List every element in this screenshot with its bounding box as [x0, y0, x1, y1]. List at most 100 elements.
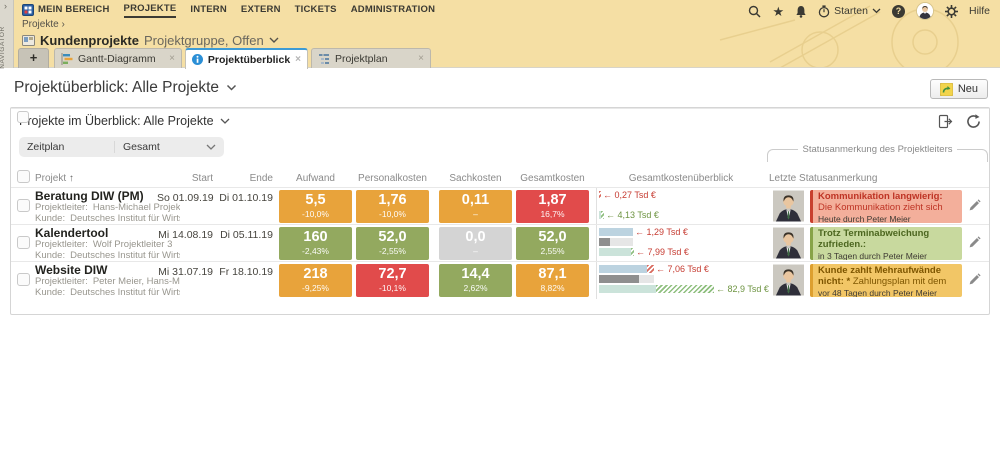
status-note-bubble[interactable]: Trotz Terminabweichung zufrieden.: Gesam… — [810, 227, 962, 260]
start-date: Mi 31.07.19 — [158, 266, 213, 278]
tab-projektplan[interactable]: Projektplan × — [311, 48, 431, 68]
page-title-row: Projektüberblick: Alle Projekte — [14, 79, 237, 97]
row-checkbox[interactable] — [17, 199, 30, 212]
panel-header[interactable]: Projekte im Überblick: Alle Projekte — [19, 114, 230, 128]
close-tab-icon[interactable]: × — [295, 54, 301, 65]
select-all-checkbox[interactable] — [17, 170, 30, 183]
status-note-meta: Heute durch Peter Meier — [818, 214, 911, 223]
gantt-chart-icon — [61, 52, 73, 65]
project-leader-line: Projektleiter: Wolf Projektleiter 3 — [35, 239, 173, 250]
tab-projektueberblick[interactable]: Projektüberblick × — [185, 48, 308, 69]
settings-gear-icon[interactable] — [944, 4, 958, 18]
status-note-title: Trotz Terminabweichung zufrieden.: — [818, 229, 930, 250]
close-tab-icon[interactable]: × — [418, 53, 424, 64]
column-header-projekt[interactable]: Projekt ↑ — [35, 173, 74, 184]
overview-line: 4,13 Tsd € — [599, 211, 659, 220]
panel-toolbar — [938, 114, 981, 129]
chevron-down-icon[interactable] — [269, 37, 279, 44]
project-leader-line: Projektleiter:Peter Meier, Hans-Mic... — [35, 276, 180, 287]
menu-item-intern[interactable]: INTERN — [190, 4, 227, 17]
filter-dropdown[interactable]: Zeitplan Gesamt — [19, 137, 224, 157]
project-cell: Kalendertool Projektleiter: Wolf Projektl… — [35, 227, 180, 261]
breadcrumb-item[interactable]: Projekte — [22, 19, 59, 30]
row-checkbox[interactable] — [17, 111, 29, 123]
table-header: Projekt ↑ Start Ende Aufwand Personalkos… — [11, 144, 989, 187]
status-note-bubble[interactable]: Kunde zahlt Mehraufwände nicht: * Zahlun… — [810, 264, 962, 297]
overview-value-label: 4,13 Tsd € — [606, 211, 659, 220]
overview-line — [599, 238, 633, 246]
chevron-down-icon[interactable] — [220, 118, 230, 125]
sort-ascending-icon: ↑ — [68, 173, 74, 184]
breadcrumb[interactable]: Projekte › — [22, 19, 65, 30]
edit-status-icon[interactable] — [968, 236, 981, 254]
quick-help-icon[interactable]: ? — [891, 4, 905, 18]
edit-status-icon[interactable] — [968, 273, 981, 291]
end-date: Di 01.10.19 — [219, 192, 273, 204]
column-header-ueberblick[interactable]: Gesamtkostenüberblick — [628, 173, 734, 184]
status-author-avatar — [773, 190, 804, 222]
metric-sachkosten: 0,0– — [439, 227, 512, 260]
project-name-link[interactable]: Kalendertool — [35, 227, 109, 240]
stopwatch-icon — [818, 4, 830, 17]
end-date: Di 05.11.19 — [220, 229, 273, 241]
overview-line: 1,29 Tsd € — [599, 228, 688, 237]
column-header-personalkosten[interactable]: Personalkosten — [358, 173, 427, 184]
column-header-letzte-statusanmerkung[interactable]: Letzte Statusanmerkung — [769, 173, 878, 184]
table-row[interactable]: Website DIW Projektleiter: Peter Meier, H… — [11, 261, 989, 299]
metric-personalkosten: 1,76 -10,0% — [356, 190, 429, 223]
project-plan-icon — [319, 53, 329, 64]
avatar-image — [773, 227, 804, 259]
menu-item-projekte[interactable]: PROJEKTE — [123, 3, 177, 18]
close-tab-icon[interactable]: × — [169, 53, 175, 64]
panel-title: Projekte im Überblick: Alle Projekte — [19, 114, 214, 128]
metric-aufwand: 5,5 -10,0% — [279, 190, 352, 223]
menu-item-tickets[interactable]: TICKETS — [295, 4, 337, 17]
tab-gantt-diagramm[interactable]: Gantt-Diagramm × — [54, 48, 182, 68]
new-tab-button[interactable]: + — [18, 48, 49, 68]
metric-gesamtkosten: 87,1 8,82% — [516, 264, 589, 297]
edit-status-icon[interactable] — [968, 199, 981, 217]
refresh-icon[interactable] — [966, 114, 981, 129]
table-row[interactable]: Beratung DIW (PM) Projektleiter: Hans-Mic… — [11, 187, 989, 225]
row-checkbox[interactable] — [17, 236, 30, 249]
row-checkbox[interactable] — [17, 273, 30, 286]
new-button-label: Neu — [957, 83, 978, 95]
menu-item-administration[interactable]: ADMINISTRATION — [351, 4, 435, 17]
context-title: Kundenprojekte — [40, 33, 139, 48]
column-header-ende[interactable]: Ende — [249, 173, 273, 184]
project-name-link[interactable]: Website DIW — [35, 264, 108, 277]
project-name-link[interactable]: Beratung DIW (PM) — [35, 190, 144, 203]
export-icon[interactable] — [938, 114, 953, 129]
search-icon[interactable] — [748, 5, 761, 18]
context-header[interactable]: Kundenprojekte Projektgruppe, Offen — [22, 33, 279, 48]
overview-value-label: 1,29 Tsd € — [635, 228, 688, 237]
menu-item-extern[interactable]: EXTERN — [241, 4, 281, 17]
start-date: Mi 14.08.19 — [158, 229, 213, 241]
column-header-start[interactable]: Start — [191, 173, 213, 184]
navigator-strip[interactable]: › NAVIGATOR — [0, 0, 14, 69]
favorites-star-icon[interactable]: ★ — [772, 3, 785, 19]
tab-label: Gantt-Diagramm — [78, 52, 156, 65]
chevron-down-icon[interactable] — [226, 84, 237, 92]
new-button[interactable]: Neu — [929, 79, 988, 99]
user-avatar[interactable] — [915, 2, 934, 20]
bubble-tail — [810, 236, 813, 246]
table-row[interactable]: Kalendertool Projektleiter: Wolf Projektl… — [11, 224, 989, 262]
tab-label: Projektplan — [335, 52, 388, 65]
menu-item-mein-bereich[interactable]: MEIN BEREICH — [22, 3, 110, 18]
starten-menu[interactable]: Starten — [818, 4, 881, 18]
status-group-label: Statusanmerkung des Projektleiters — [797, 144, 958, 155]
column-header-sachkosten[interactable]: Sachkosten — [449, 173, 502, 184]
status-author-avatar — [773, 264, 804, 296]
notifications-bell-icon[interactable] — [795, 5, 807, 18]
app-logo-icon — [22, 3, 34, 16]
status-note-meta: in 3 Tagen durch Peter Meier — [818, 251, 927, 260]
column-header-aufwand[interactable]: Aufwand — [296, 173, 335, 184]
metric-gesamtkosten: 1,87 16,7% — [516, 190, 589, 223]
status-note-bubble[interactable]: Kommunikation langwierig: Die Kommunikat… — [810, 190, 962, 223]
column-header-gesamtkosten[interactable]: Gesamtkosten — [520, 173, 585, 184]
project-cell: Beratung DIW (PM) Projektleiter: Hans-Mic… — [35, 190, 180, 224]
hilfe-link[interactable]: Hilfe — [968, 5, 990, 17]
metric-sachkosten: 0,11– — [439, 190, 512, 223]
